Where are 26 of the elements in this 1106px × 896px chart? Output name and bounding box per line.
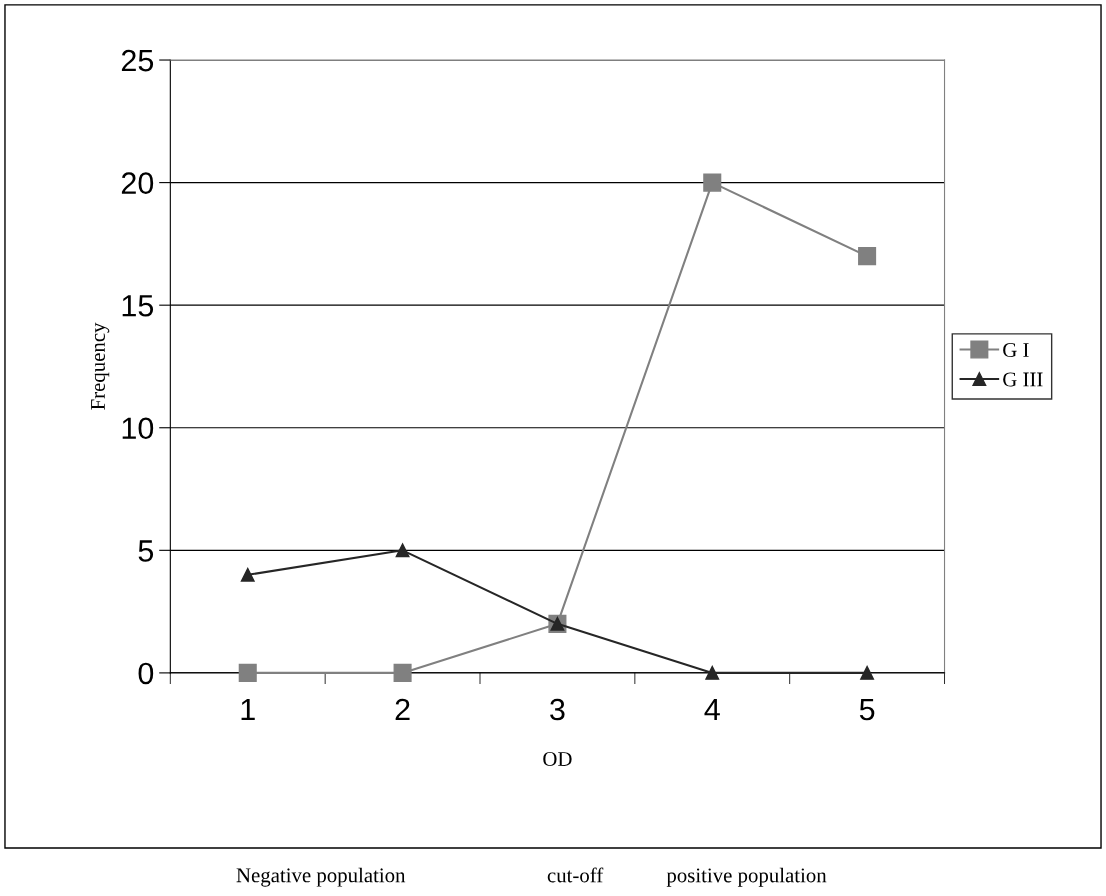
- x-tick-label: 5: [859, 699, 875, 721]
- x-tick-label: 1: [241, 699, 255, 721]
- y-tick-label: 20: [121, 172, 154, 194]
- point: [240, 567, 255, 582]
- x-tick-label: 2: [395, 698, 410, 721]
- legend-label: G I: [1003, 343, 1029, 358]
- point: [238, 663, 257, 682]
- point: [858, 247, 877, 266]
- y-tick-label: 5: [138, 540, 154, 562]
- y-tick-label: 25: [121, 49, 154, 72]
- text: cut-off: [547, 867, 604, 883]
- point: [703, 173, 722, 192]
- x-tick-label: 3: [550, 698, 565, 721]
- point: [393, 663, 412, 682]
- text: Negative population: [236, 867, 406, 887]
- point: [395, 543, 410, 558]
- point: [860, 665, 875, 680]
- point: [705, 665, 720, 680]
- x-tick-label: 4: [704, 699, 720, 721]
- x-axis-title: OD: [543, 752, 572, 767]
- legend-label: G III: [1003, 372, 1043, 387]
- y-tick-label: 10: [122, 417, 154, 440]
- y-axis-title: Frequency: [91, 322, 110, 410]
- text: positive population: [666, 867, 827, 887]
- y-tick-label: 0: [138, 662, 154, 685]
- y-tick-label: 15: [122, 295, 154, 317]
